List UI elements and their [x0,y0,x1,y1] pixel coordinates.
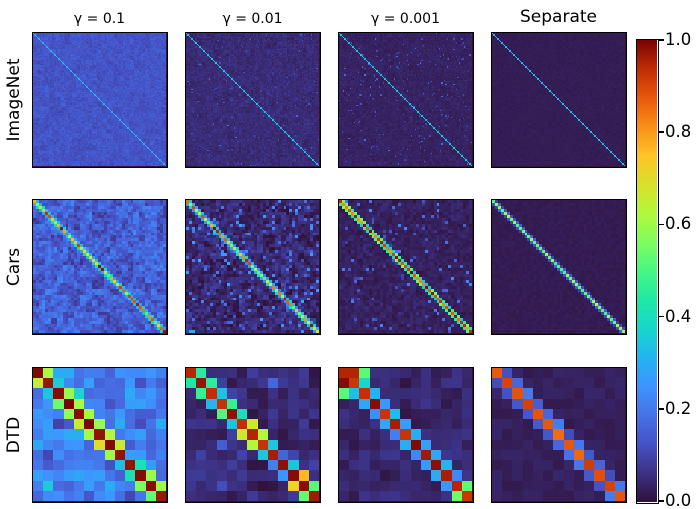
col-title-separate: Separate [520,7,597,27]
colorbar-tick [659,408,664,410]
heatmap-canvas [338,32,472,166]
heatmap-dtd-gamma-0p1 [31,366,168,503]
heatmap-cars-separate [490,198,627,335]
heatmap-imagenet-separate [490,31,627,168]
colorbar-tick [659,315,664,318]
heatmap-imagenet-gamma-0p001 [337,31,474,168]
colorbar-tick [659,131,664,133]
col-title-gamma-0p01: γ = 0.01 [222,11,283,27]
heatmap-canvas [32,32,166,166]
colorbar-tick-label: 0.0 [665,491,692,509]
colorbar-tick [659,500,664,502]
heatmap-canvas [32,199,166,333]
colorbar-gradient [637,40,657,502]
heatmap-canvas [491,367,625,501]
heatmap-canvas [32,367,166,501]
heatmap-imagenet-gamma-0p01 [184,31,321,168]
col-title-gamma-0p001: γ = 0.001 [371,11,440,27]
heatmap-canvas [185,367,319,501]
colorbar-tick-label: 0.2 [665,398,692,418]
heatmap-dtd-gamma-0p01 [184,366,321,503]
row-label-imagenet: ImageNet [4,57,24,142]
row-label-dtd: DTD [4,416,24,453]
colorbar-tick-label: 0.8 [665,122,692,142]
heatmap-canvas [185,32,319,166]
heatmap-imagenet-gamma-0p1 [31,31,168,168]
heatmap-cars-gamma-0p1 [31,198,168,335]
heatmap-canvas [185,199,319,333]
heatmap-dtd-separate [490,366,627,503]
colorbar-tick [659,39,664,41]
heatmap-cars-gamma-0p01 [184,198,321,335]
colorbar [636,39,659,504]
colorbar-tick-label: 0.4 [665,306,692,326]
heatmap-canvas [338,367,472,501]
colorbar-tick-label: 0.6 [665,214,692,234]
col-title-gamma-0p1: γ = 0.1 [73,11,126,27]
colorbar-tick-label: 1.0 [665,30,692,49]
heatmap-cars-gamma-0p001 [337,198,474,335]
heatmap-dtd-gamma-0p001 [337,366,474,503]
row-label-cars: Cars [4,247,24,286]
colorbar-tick [659,223,664,226]
heatmap-canvas [491,32,625,166]
heatmap-canvas [491,199,625,333]
heatmap-canvas [338,199,472,333]
